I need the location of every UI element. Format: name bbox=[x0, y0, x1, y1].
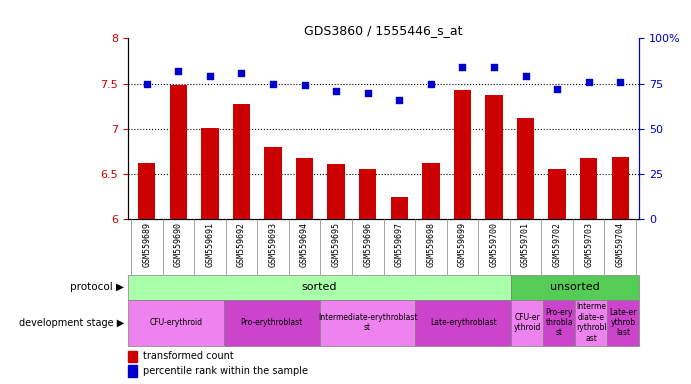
Text: Pro-erythroblast: Pro-erythroblast bbox=[240, 318, 303, 327]
Bar bbox=[612, 157, 629, 219]
Text: GSM559693: GSM559693 bbox=[269, 222, 278, 266]
Text: GSM559698: GSM559698 bbox=[426, 222, 435, 266]
Text: Interme
diate-e
rythrobl
ast: Interme diate-e rythrobl ast bbox=[576, 303, 607, 343]
Text: GSM559704: GSM559704 bbox=[616, 222, 625, 266]
Bar bbox=[359, 169, 377, 219]
Text: GSM559702: GSM559702 bbox=[553, 222, 562, 266]
Bar bbox=[422, 163, 439, 219]
Point bbox=[236, 70, 247, 76]
Point bbox=[457, 64, 468, 70]
Bar bbox=[128, 351, 137, 362]
Bar bbox=[233, 104, 250, 219]
Text: GSM559694: GSM559694 bbox=[300, 222, 309, 266]
Text: protocol ▶: protocol ▶ bbox=[70, 282, 124, 292]
Text: GSM559703: GSM559703 bbox=[584, 222, 593, 266]
Text: GSM559696: GSM559696 bbox=[363, 222, 372, 266]
Point bbox=[394, 97, 405, 103]
Point bbox=[173, 68, 184, 74]
Bar bbox=[485, 95, 502, 219]
Text: GSM559697: GSM559697 bbox=[395, 222, 404, 266]
Bar bbox=[328, 164, 345, 219]
Point bbox=[141, 81, 152, 87]
Bar bbox=[319, 300, 415, 346]
Bar bbox=[128, 275, 511, 300]
Text: GSM559695: GSM559695 bbox=[332, 222, 341, 266]
Bar bbox=[607, 300, 639, 346]
Bar bbox=[224, 300, 319, 346]
Text: Late-erythroblast: Late-erythroblast bbox=[430, 318, 497, 327]
Point bbox=[551, 86, 562, 92]
Bar bbox=[517, 118, 534, 219]
Bar bbox=[296, 159, 313, 219]
Point bbox=[489, 64, 500, 70]
Point bbox=[426, 81, 437, 87]
Text: percentile rank within the sample: percentile rank within the sample bbox=[143, 366, 308, 376]
Bar bbox=[549, 169, 566, 219]
Bar bbox=[454, 90, 471, 219]
Text: Pro-ery
throbla
st: Pro-ery throbla st bbox=[545, 308, 573, 338]
Title: GDS3860 / 1555446_s_at: GDS3860 / 1555446_s_at bbox=[304, 24, 463, 37]
Point bbox=[330, 88, 341, 94]
Text: Intermediate-erythroblast
st: Intermediate-erythroblast st bbox=[318, 313, 417, 332]
Text: Late-er
ythrob
last: Late-er ythrob last bbox=[609, 308, 637, 338]
Text: sorted: sorted bbox=[302, 282, 337, 292]
Bar bbox=[128, 366, 137, 377]
Text: GSM559699: GSM559699 bbox=[458, 222, 467, 266]
Bar bbox=[511, 275, 639, 300]
Text: GSM559701: GSM559701 bbox=[521, 222, 530, 266]
Point bbox=[205, 73, 216, 79]
Text: GSM559700: GSM559700 bbox=[489, 222, 498, 266]
Text: CFU-er
ythroid: CFU-er ythroid bbox=[513, 313, 541, 332]
Point bbox=[299, 82, 310, 88]
Text: development stage ▶: development stage ▶ bbox=[19, 318, 124, 328]
Bar bbox=[415, 300, 511, 346]
Text: CFU-erythroid: CFU-erythroid bbox=[149, 318, 202, 327]
Bar bbox=[128, 300, 224, 346]
Text: GSM559689: GSM559689 bbox=[142, 222, 151, 266]
Bar bbox=[390, 197, 408, 219]
Point bbox=[615, 79, 626, 85]
Point bbox=[267, 81, 278, 87]
Bar bbox=[201, 128, 218, 219]
Text: unsorted: unsorted bbox=[551, 282, 600, 292]
Text: transformed count: transformed count bbox=[143, 351, 234, 361]
Point bbox=[362, 89, 373, 96]
Point bbox=[583, 79, 594, 85]
Point bbox=[520, 73, 531, 79]
Bar bbox=[170, 85, 187, 219]
Bar bbox=[138, 163, 155, 219]
Text: GSM559692: GSM559692 bbox=[237, 222, 246, 266]
Bar bbox=[543, 300, 575, 346]
Bar bbox=[265, 147, 282, 219]
Bar bbox=[511, 300, 543, 346]
Bar bbox=[580, 159, 597, 219]
Text: GSM559691: GSM559691 bbox=[205, 222, 214, 266]
Bar bbox=[575, 300, 607, 346]
Text: GSM559690: GSM559690 bbox=[174, 222, 183, 266]
